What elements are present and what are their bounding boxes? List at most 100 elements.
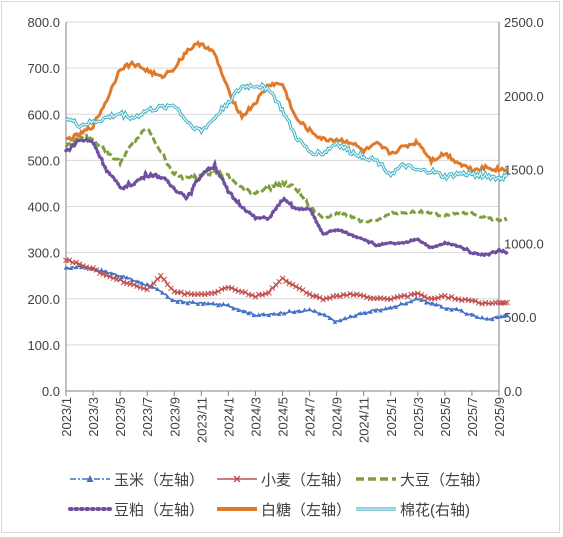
x-tick-label: 2023/3 — [86, 397, 101, 437]
series-marker — [200, 301, 206, 306]
legend-item: 棉花(右轴) — [356, 502, 470, 519]
series-marker — [242, 289, 249, 296]
x-tick-label: 2024/3 — [248, 397, 263, 437]
series-marker — [89, 266, 94, 271]
y-left-tick-label: 500.0 — [27, 153, 60, 168]
series-marker — [110, 275, 117, 282]
y-right-tick-label: 2500.0 — [504, 15, 544, 30]
series-marker — [322, 312, 328, 317]
series-marker — [459, 308, 465, 313]
y-right-tick-label: 2000.0 — [504, 89, 544, 104]
series-marker — [76, 261, 83, 267]
series-marker — [63, 265, 69, 270]
series-marker — [504, 299, 510, 306]
series-marker — [479, 300, 485, 307]
x-tick-label: 2025/5 — [438, 397, 453, 437]
series-marker — [360, 292, 367, 299]
series-marker — [149, 284, 155, 289]
series-marker — [504, 312, 510, 317]
y-right-tick-label: 1000.0 — [504, 236, 544, 251]
series-marker — [251, 312, 257, 318]
series-marker — [211, 290, 218, 296]
series-marker — [418, 292, 425, 298]
series-marker — [293, 283, 299, 290]
series-marker — [124, 275, 130, 280]
series-marker — [100, 271, 107, 277]
series-marker — [218, 286, 225, 293]
series-layer — [63, 39, 510, 324]
series-marker — [391, 294, 397, 301]
legend-item: 玉米（左轴） — [70, 472, 204, 489]
legend-label: 小麦（左轴） — [261, 472, 351, 489]
series-marker — [181, 291, 188, 298]
series-marker — [83, 264, 90, 271]
series-marker — [232, 287, 238, 293]
series-marker — [347, 290, 354, 297]
series-marker — [140, 285, 147, 292]
series-marker — [429, 301, 434, 306]
x-tick-label: 2024/1 — [221, 397, 236, 437]
x-tick-label: 2023/5 — [113, 397, 128, 437]
series-marker — [421, 293, 428, 300]
series-marker — [236, 307, 241, 313]
series-marker — [489, 316, 495, 322]
legend-marker — [233, 475, 241, 483]
series-marker — [80, 263, 86, 269]
x-tick-label: 2023/11 — [194, 397, 209, 443]
series-marker — [320, 296, 326, 303]
series-marker — [205, 300, 211, 306]
series-marker — [73, 264, 79, 270]
series-marker — [104, 269, 109, 274]
series-line — [65, 39, 509, 174]
x-tick-label: 2023/9 — [167, 397, 182, 437]
series-marker — [495, 314, 500, 320]
series-marker — [414, 290, 421, 297]
series-marker — [388, 305, 394, 310]
series-marker — [439, 304, 444, 309]
x-tick-label: 2025/3 — [411, 397, 426, 437]
series-marker — [283, 278, 289, 285]
series-marker — [96, 270, 103, 277]
series-marker — [445, 295, 452, 301]
series-marker — [454, 306, 460, 311]
series-marker — [103, 272, 110, 279]
series-marker — [139, 280, 145, 286]
series-marker — [249, 292, 255, 299]
x-tick-label: 2025/9 — [492, 397, 507, 437]
series-marker — [306, 291, 313, 298]
series-marker — [368, 309, 373, 314]
series-5 — [65, 81, 509, 183]
series-marker — [303, 290, 310, 296]
x-tick-label: 2023/7 — [140, 397, 155, 437]
x-tick-label: 2024/7 — [303, 397, 318, 437]
chart-svg: 0.0 100.0 200.0 300.0 400.0 500.0 600.0 700.0 80… — [27, 15, 544, 519]
series-marker — [180, 299, 186, 305]
legend-item: 小麦（左轴） — [217, 472, 351, 489]
series-marker — [444, 306, 449, 311]
series-marker — [401, 292, 408, 299]
series-3 — [64, 137, 509, 259]
y-left-tick-label: 400.0 — [27, 200, 60, 215]
series-marker — [342, 315, 348, 321]
series-marker — [313, 293, 320, 299]
series-marker — [129, 277, 135, 283]
series-marker — [170, 297, 175, 303]
series-marker — [134, 283, 140, 290]
series-marker — [271, 311, 277, 316]
series-marker — [358, 310, 363, 316]
series-marker — [160, 290, 165, 295]
series-marker — [210, 300, 216, 306]
series-marker — [228, 285, 235, 291]
series-marker — [276, 311, 282, 317]
y-left-tick-label: 600.0 — [27, 107, 60, 122]
series-marker — [347, 313, 353, 319]
y-left-tick-label: 100.0 — [27, 338, 60, 353]
series-marker — [292, 309, 297, 314]
series-marker — [455, 296, 462, 302]
series-marker — [155, 286, 160, 292]
x-tick-label: 2024/5 — [276, 397, 291, 437]
series-marker — [327, 315, 333, 320]
x-tick-label: 2025/7 — [465, 397, 480, 437]
series-marker — [215, 288, 222, 295]
